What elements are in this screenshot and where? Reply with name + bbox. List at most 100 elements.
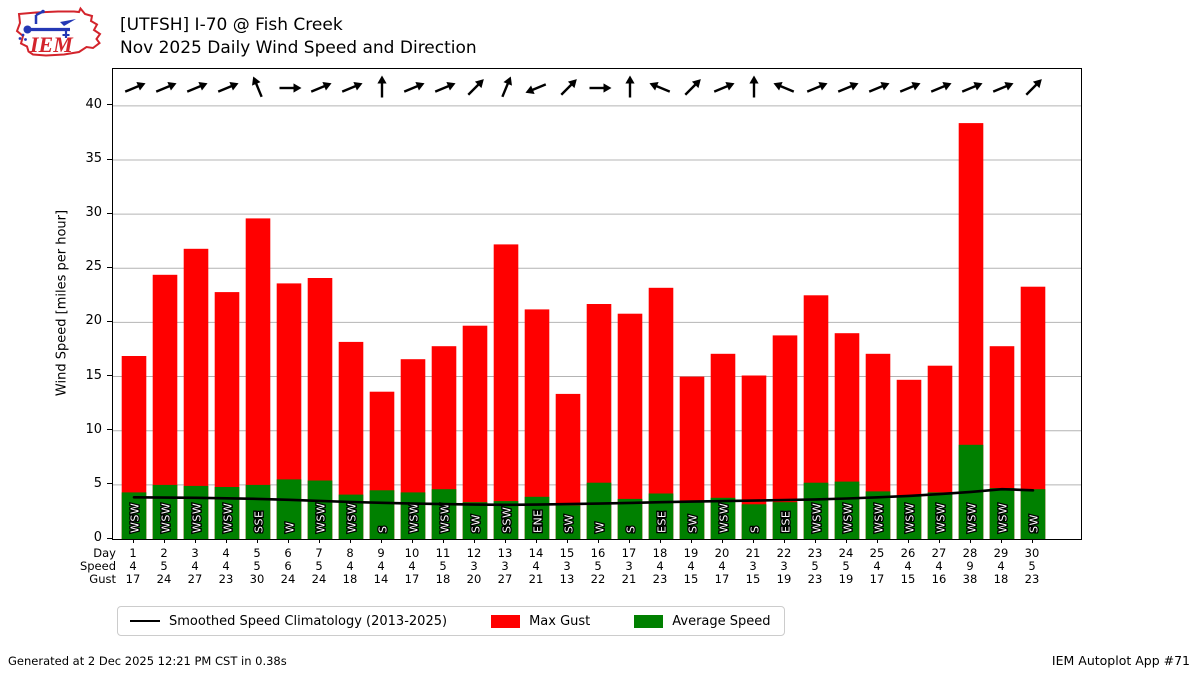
y-tick-mark [107, 429, 112, 431]
direction-label: SSW [501, 507, 514, 533]
direction-label: S [749, 526, 762, 533]
wind-arrow [837, 82, 859, 93]
avg-speed-bar [431, 489, 457, 539]
direction-label: WSW [222, 503, 235, 533]
legend-item-avg-speed: Average Speed [634, 614, 771, 629]
x-tick-mark [970, 539, 971, 543]
wind-arrow [1025, 79, 1042, 96]
day-value: 20 [714, 546, 730, 560]
wind-arrow [186, 82, 208, 93]
day-value: 22 [776, 546, 792, 560]
x-tick-mark [164, 539, 165, 543]
avg-speed-bar [772, 502, 798, 539]
y-tick-mark [107, 158, 112, 160]
speed-value: 4 [687, 559, 695, 573]
x-tick-mark [443, 539, 444, 543]
data-row-speed: Speed 4 5 4 4 5 6 5 4 4 4 5 3 3 4 3 5 3 4 4 4 3 3 5 5 4 4 4 9 4 5 [0, 560, 1200, 573]
x-tick-mark [629, 539, 630, 543]
day-value: 13 [497, 546, 513, 560]
x-tick-mark [846, 539, 847, 543]
wind-arrow [560, 79, 577, 96]
climatology-line [132, 487, 1035, 507]
legend-item-climatology: Smoothed Speed Climatology (2013-2025) [130, 614, 447, 629]
wind-arrow [930, 82, 952, 93]
day-value: 18 [652, 546, 668, 560]
wind-arrow [649, 82, 671, 93]
speed-value: 5 [253, 559, 261, 573]
direction-label: SW [687, 514, 700, 533]
day-value: 19 [683, 546, 699, 560]
x-tick-mark [1001, 539, 1002, 543]
direction-label: WSW [966, 503, 979, 533]
y-tick-mark [107, 537, 112, 539]
autoplot-app-label: IEM Autoplot App #71 [1051, 653, 1190, 668]
x-tick-mark [908, 539, 909, 543]
x-tick-mark [474, 539, 475, 543]
gust-value: 24 [156, 572, 172, 586]
wind-arrow [684, 79, 701, 96]
speed-value: 3 [470, 559, 478, 573]
x-tick-mark [381, 539, 382, 543]
gust-value: 15 [683, 572, 699, 586]
gust-value: 14 [373, 572, 389, 586]
y-tick-label: 25 [85, 259, 102, 275]
gust-value: 19 [776, 572, 792, 586]
avg-speed-bar [803, 482, 829, 539]
day-value: 4 [222, 546, 230, 560]
day-value: 10 [404, 546, 420, 560]
speed-value: 5 [315, 559, 323, 573]
x-tick-mark [505, 539, 506, 543]
x-tick-mark [567, 539, 568, 543]
chart-legend: Smoothed Speed Climatology (2013-2025) M… [117, 606, 785, 636]
gust-value: 24 [311, 572, 327, 586]
direction-label: WSW [904, 503, 917, 533]
y-tick-label: 20 [85, 313, 102, 329]
gust-value: 20 [466, 572, 482, 586]
gust-value: 18 [993, 572, 1009, 586]
gust-value: 19 [838, 572, 854, 586]
day-value: 24 [838, 546, 854, 560]
wind-arrow [773, 82, 795, 93]
day-value: 1 [129, 546, 137, 560]
data-row-gust: Gust 17 24 27 23 30 24 24 18 14 17 18 20 27 21 13 22 21 23… [0, 573, 1200, 586]
gust-value: 21 [621, 572, 637, 586]
day-value: 15 [559, 546, 575, 560]
speed-value: 5 [594, 559, 602, 573]
speed-value: 4 [191, 559, 199, 573]
iowa-outline [15, 6, 102, 57]
avg-speed-bar [183, 485, 209, 539]
wind-arrow [310, 82, 332, 93]
data-row-day: Day 1 2 3 4 5 6 7 8 9 10 11 12 13 14 15 16 17 18 19 20 21 22 23… [0, 547, 1200, 560]
avg-speed-bar [245, 484, 271, 539]
logo-text: IEM [29, 32, 74, 57]
direction-label: W [594, 522, 607, 533]
speed-value: 4 [935, 559, 943, 573]
title-line-2: Nov 2025 Daily Wind Speed and Direction [120, 38, 477, 58]
avg-speed-bar [1020, 489, 1046, 539]
wind-arrow [377, 75, 387, 98]
y-tick-label: 5 [93, 475, 102, 491]
avg-speed-bar [679, 501, 705, 539]
iem-logo: IEM [15, 6, 102, 57]
max-gust-swatch [491, 614, 521, 628]
x-tick-mark [288, 539, 289, 543]
speed-value: 6 [284, 559, 292, 573]
y-tick-label: 0 [93, 530, 102, 545]
x-tick-mark [753, 539, 754, 543]
x-tick-mark [257, 539, 258, 543]
speed-value: 3 [501, 559, 509, 573]
x-tick-mark [536, 539, 537, 543]
direction-label: WSW [315, 503, 328, 533]
speed-value: 4 [408, 559, 416, 573]
wind-arrow [749, 75, 759, 98]
wind-arrow [806, 82, 828, 93]
day-value: 8 [346, 546, 354, 560]
legend-label-climatology: Smoothed Speed Climatology (2013-2025) [169, 613, 448, 629]
direction-label: WSW [842, 503, 855, 533]
avg-speed-bar [555, 505, 581, 539]
gust-value: 23 [807, 572, 823, 586]
day-value: 3 [191, 546, 199, 560]
avg-speed-bar [896, 495, 922, 539]
speed-value: 4 [377, 559, 385, 573]
direction-label: SW [563, 514, 576, 533]
